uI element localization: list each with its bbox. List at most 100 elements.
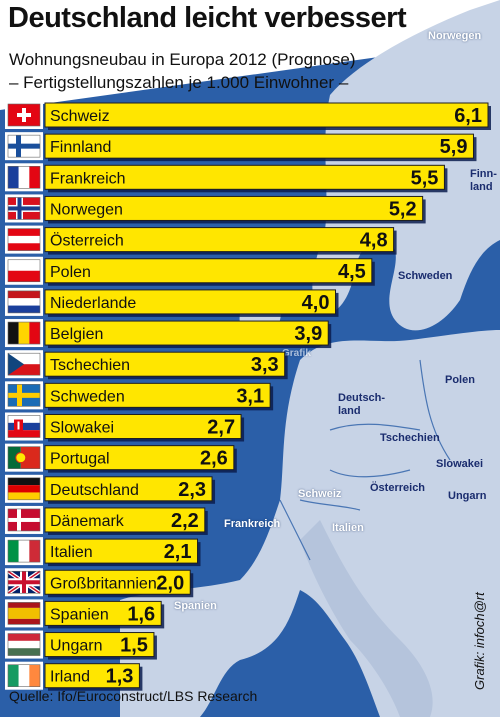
flag-uk-icon <box>6 569 42 595</box>
bar <box>44 538 199 564</box>
bar <box>44 632 155 658</box>
bar-category-label: Spanien <box>50 606 109 623</box>
bar-category-label: Schweiz <box>50 108 110 125</box>
flag-spain-icon <box>7 602 41 625</box>
bar <box>44 445 235 471</box>
italy-land <box>300 520 433 717</box>
bar-row: Deutschland 2,3 <box>5 474 216 504</box>
bar-value-label: 2,6 <box>200 448 228 470</box>
map-label-finnland-text: Finn- land <box>470 168 497 193</box>
bar-value-label: 3,9 <box>294 323 322 345</box>
bar-value-label: 2,0 <box>156 572 184 594</box>
bar-row: Schweden 3,1 <box>5 381 274 411</box>
bar-value-label: 4,0 <box>302 292 330 314</box>
map-label-spanien: Spanien <box>174 600 217 612</box>
map-label-polen: Polen <box>445 374 475 386</box>
bar-category-label: Italien <box>50 544 93 561</box>
source-note: Quelle: Ifo/Euroconstruct/LBS Research <box>9 688 258 704</box>
bar <box>44 414 242 439</box>
map-label-grafik: Grafik <box>282 348 311 359</box>
bar-row: Dänemark 2,2 <box>5 505 208 535</box>
bar-category-label: Slowakei <box>50 420 114 437</box>
bar <box>44 663 140 689</box>
bar <box>44 227 395 253</box>
bar-row: Polen 4,5 <box>5 256 375 286</box>
bar-row: Italien 2,1 <box>5 537 201 567</box>
bar-row: Irland 1,3 <box>5 661 143 691</box>
bar <box>44 164 445 190</box>
bar-category-label: Dänemark <box>50 513 125 530</box>
bar-row: Portugal 2,6 <box>5 443 237 473</box>
bar-category-label: Tschechien <box>50 357 130 374</box>
bar-row: Niederlande 4,0 <box>5 287 339 317</box>
flag-slovakia-icon <box>7 415 41 438</box>
map-label-oesterreich: Österreich <box>370 482 426 494</box>
bar <box>44 320 329 346</box>
bar-row: Slowakei 2,7 <box>5 412 245 442</box>
bar-category-label: Niederlande <box>50 295 136 312</box>
bar-value-label: 2,3 <box>178 479 206 501</box>
flag-belgium-icon <box>7 321 41 345</box>
map-label-italien: Italien <box>332 522 364 534</box>
bar-value-label: 6,1 <box>454 105 482 127</box>
flag-italy-icon <box>7 539 41 563</box>
bar-category-label: Großbritannien <box>50 575 157 592</box>
bar <box>44 195 424 221</box>
bar-category-label: Österreich <box>50 232 124 250</box>
map-label-norwegen: Norwegen <box>428 30 482 42</box>
flag-norway-icon <box>7 197 41 220</box>
map-label-ungarn: Ungarn <box>448 490 487 502</box>
mainland-land <box>120 330 500 717</box>
bar-row: Norwegen 5,2 <box>5 194 426 224</box>
map-label-slowakei: Slowakei <box>436 458 484 470</box>
bar-category-label: Portugal <box>50 451 110 468</box>
bar-category-label: Irland <box>50 669 90 686</box>
flag-hungary-icon <box>7 633 41 656</box>
chart-unit-subtitle: – Fertigstellungszahlen je 1.000 Einwohn… <box>9 73 349 92</box>
map-label-deutschland-text: Deutsch- land <box>338 392 386 417</box>
chart-title: Deutschland leicht verbessert <box>8 2 407 34</box>
bar-row: Österreich 4,8 <box>5 225 397 255</box>
bar-value-label: 1,6 <box>127 603 155 625</box>
map-label-finnland: Finn- land <box>470 168 497 194</box>
map-label-deutschland: Deutsch- land <box>338 392 385 418</box>
bar-value-label: 2,7 <box>207 417 235 439</box>
bar-category-label: Frankreich <box>50 170 126 187</box>
bar-category-label: Finnland <box>50 139 111 156</box>
bar <box>44 351 286 377</box>
bar-category-label: Deutschland <box>50 482 139 499</box>
bar <box>44 382 271 408</box>
bar-category-label: Ungarn <box>50 638 102 655</box>
flag-switzerland-icon <box>7 103 41 127</box>
map-label-schweden: Schweden <box>398 270 453 282</box>
map-label-frankreich: Frankreich <box>224 518 281 530</box>
bar-value-label: 5,9 <box>440 136 468 158</box>
bar <box>44 600 162 626</box>
flag-sweden-icon <box>7 384 41 407</box>
bar <box>44 102 489 128</box>
bar-category-label: Belgien <box>50 326 103 343</box>
bar-row: Belgien 3,9 <box>5 319 332 349</box>
chart-subtitle: Wohnungsneubau in Europa 2012 (Prognose) <box>9 50 356 69</box>
bar-value-label: 5,2 <box>389 198 417 220</box>
bar-row: Tschechien 3,3 <box>5 350 288 380</box>
bar-row: Spanien 1,6 <box>5 599 165 629</box>
bar-row: Großbritannien 2,0 <box>5 568 194 598</box>
bar <box>44 133 474 159</box>
bar-value-label: 5,5 <box>411 167 439 189</box>
bar-value-label: 1,3 <box>106 666 134 688</box>
flag-france-icon <box>7 166 41 189</box>
bar-row: Ungarn 1,5 <box>5 630 157 660</box>
flag-netherlands-icon <box>7 290 41 314</box>
map-label-schweiz: Schweiz <box>298 488 342 500</box>
bar <box>44 476 213 502</box>
flag-czech-icon <box>7 352 41 376</box>
flag-ireland-icon <box>7 664 41 688</box>
flag-denmark-icon <box>7 508 41 532</box>
bar-value-label: 4,8 <box>360 230 388 252</box>
flag-portugal-icon <box>7 446 41 469</box>
bar-value-label: 4,5 <box>338 261 366 283</box>
bar-category-label: Norwegen <box>50 201 123 218</box>
bar-value-label: 2,2 <box>171 510 199 532</box>
